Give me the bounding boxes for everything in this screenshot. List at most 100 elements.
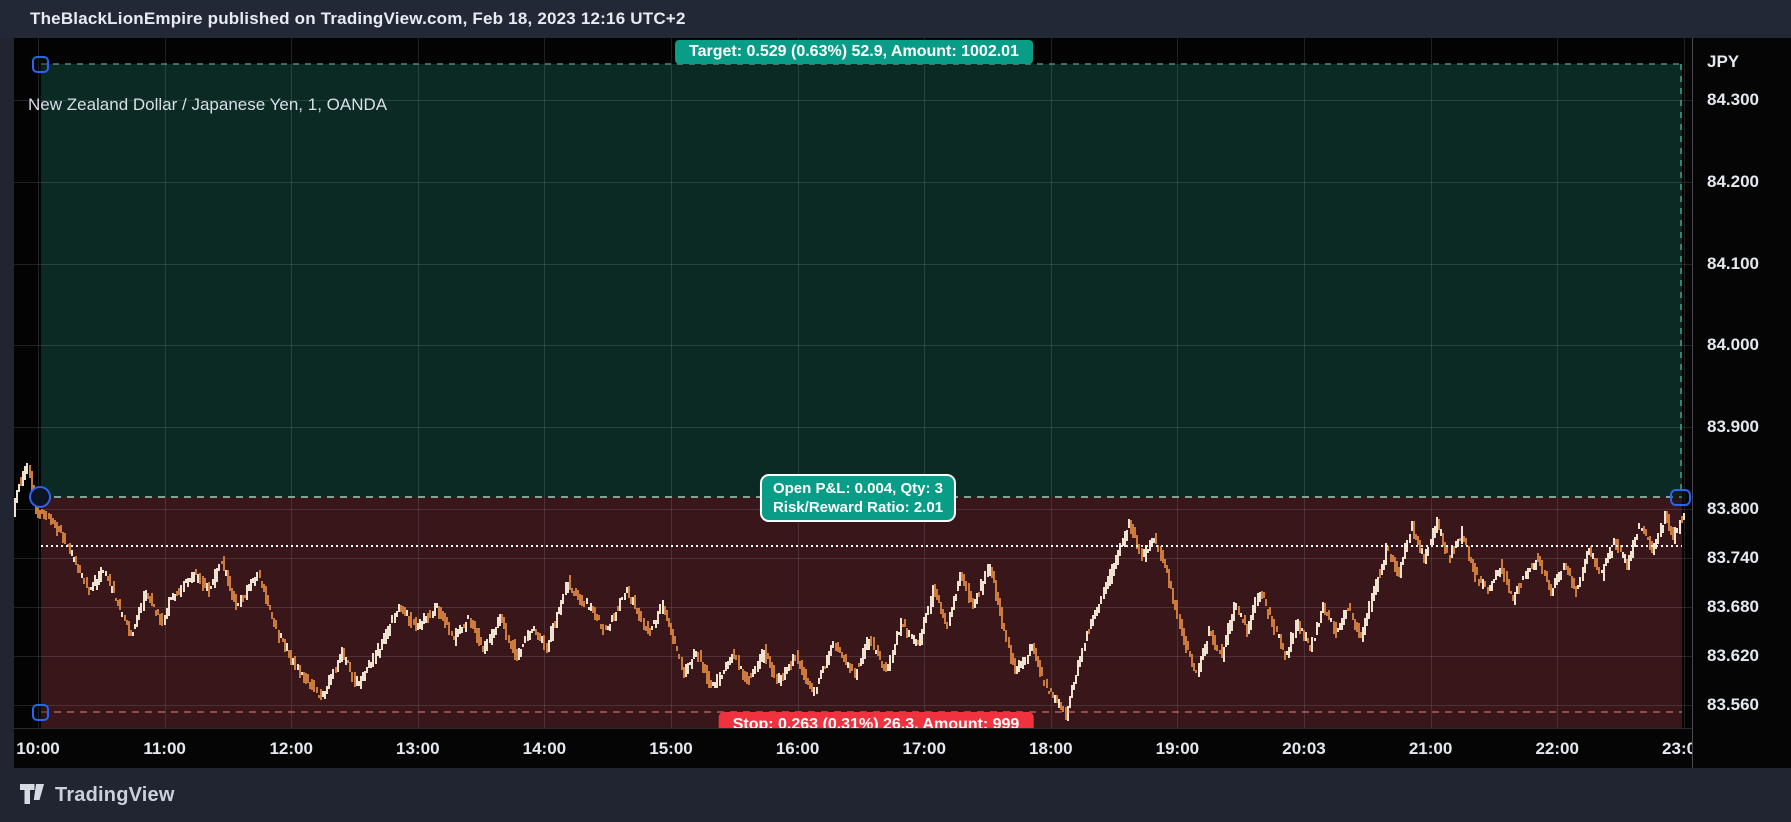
price-bar [70, 550, 73, 556]
price-bar [1127, 519, 1130, 529]
price-bar [1414, 533, 1417, 541]
stop-left-handle[interactable] [32, 703, 49, 721]
price-bar [923, 617, 926, 635]
target-line[interactable] [41, 63, 1682, 66]
price-bar [672, 629, 675, 644]
price-bar [663, 606, 666, 615]
price-bar [1602, 564, 1605, 581]
price-bar [634, 594, 637, 610]
price-bar [613, 613, 616, 622]
price-bar [1205, 640, 1208, 654]
price-bar [326, 685, 329, 694]
price-bar [199, 573, 202, 584]
price-bar [1374, 579, 1377, 595]
target-left-handle[interactable] [32, 56, 49, 74]
price-bar [1357, 623, 1360, 639]
price-bar [347, 659, 350, 664]
price-bar [1461, 526, 1464, 545]
price-bar [1600, 569, 1603, 574]
price-bar [250, 579, 253, 592]
price-tick-label: 84.100 [1707, 253, 1759, 273]
h-gridline [14, 606, 1692, 608]
price-bar [851, 664, 854, 672]
price-bar [235, 593, 238, 611]
price-bar [87, 586, 90, 596]
price-bar [509, 640, 512, 649]
price-bar [1562, 563, 1565, 571]
price-bar [482, 645, 485, 652]
price-axis[interactable]: JPY 84.300 84.200 84.100 84.000 83.900 83.800… [1692, 38, 1791, 768]
price-bar [1180, 619, 1183, 636]
price-bar [676, 646, 679, 652]
price-bar [176, 591, 179, 597]
price-bar [64, 533, 67, 545]
price-bar [169, 597, 172, 601]
entry-left-handle[interactable] [29, 485, 51, 508]
price-bar [22, 471, 25, 487]
price-bar [1587, 547, 1590, 556]
price-bar [1317, 622, 1320, 628]
price-bar [992, 571, 995, 583]
price-bar [963, 573, 966, 587]
price-bar [944, 612, 947, 624]
price-bar [334, 667, 337, 673]
h-gridline [14, 427, 1692, 429]
price-bar [653, 620, 656, 624]
time-axis[interactable]: 10:00 11:00 12:00 13:00 14:00 15:00 16:00 17:00… [14, 728, 1692, 768]
price-bar [1589, 546, 1592, 558]
price-bar [912, 635, 915, 645]
price-bar [1140, 547, 1143, 561]
price-bar [703, 663, 706, 673]
price-bar [193, 572, 196, 583]
time-tick-label: 16:00 [775, 739, 820, 758]
price-bar [1121, 538, 1124, 547]
price-bar [423, 613, 426, 624]
price-bar [1309, 645, 1312, 651]
price-bar [570, 587, 573, 594]
price-bar [148, 595, 151, 603]
price-bar [429, 610, 432, 618]
price-bar [1281, 642, 1284, 650]
price-bar [402, 606, 405, 614]
price-bar [406, 609, 409, 616]
price-bar [41, 508, 44, 515]
price-bar [1516, 585, 1519, 594]
tradingview-logo-icon[interactable] [20, 784, 46, 806]
price-bar [83, 578, 86, 584]
price-bar [1454, 541, 1457, 549]
price-bar [1013, 658, 1016, 674]
price-bar [680, 656, 683, 671]
price-bar [1201, 647, 1204, 661]
price-bar [507, 635, 510, 644]
price-bar [494, 627, 497, 635]
price-bar [610, 615, 613, 622]
price-bar [1218, 649, 1221, 654]
price-bar [125, 620, 128, 626]
price-bar [872, 637, 875, 651]
price-bar [368, 659, 371, 668]
price-bar [1524, 571, 1527, 580]
price-bar [294, 656, 297, 671]
entry-right-handle[interactable] [1670, 488, 1691, 506]
price-bar [764, 643, 767, 664]
price-bar [266, 594, 269, 607]
price-bar [1459, 537, 1462, 541]
price-bar [1473, 563, 1476, 582]
price-bar [1425, 549, 1428, 565]
price-bar [1212, 629, 1215, 646]
price-bar [813, 687, 816, 697]
price-chart-pane[interactable]: New Zealand Dollar / Japanese Yen, 1, OA… [14, 38, 1692, 728]
brand-text[interactable]: TradingView [55, 783, 175, 806]
price-bar [1189, 651, 1192, 657]
price-bar [146, 592, 149, 599]
target-badge[interactable]: Target: 0.529 (0.63%) 52.9, Amount: 1002… [675, 40, 1033, 65]
price-bar [1389, 554, 1392, 562]
stop-badge[interactable]: Stop: 0.263 (0.31%) 26.3, Amount: 999 [718, 711, 1034, 728]
price-bar [568, 574, 571, 591]
price-bar [577, 590, 580, 600]
price-bar [691, 659, 694, 669]
price-bar [180, 585, 183, 597]
price-bar [157, 609, 160, 615]
price-bar [1155, 532, 1158, 545]
price-bar [1467, 545, 1470, 562]
